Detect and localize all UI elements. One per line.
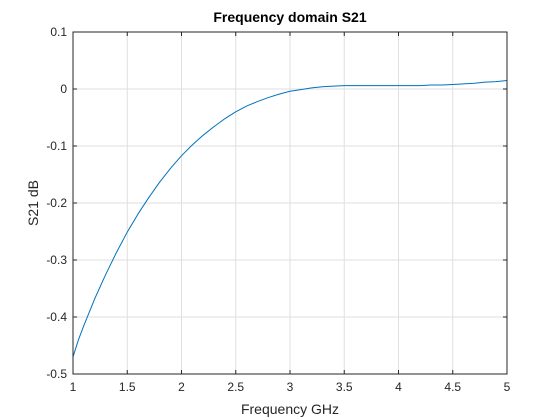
y-axis-title: S21 dB (25, 180, 41, 226)
x-tick-label: 1 (70, 380, 77, 394)
x-tick-label: 3.5 (336, 380, 353, 394)
series-layer (72, 79, 508, 358)
y-tick-label: -0.1 (46, 139, 67, 153)
y-tick-label: -0.4 (46, 310, 67, 324)
x-tick-label: 4 (395, 380, 402, 394)
x-tick-label: 5 (504, 380, 511, 394)
x-axis-title: Frequency GHz (241, 401, 339, 417)
tick-labels: 1 1.5 2 2.5 3 3.5 4 4.5 5 -0.5 -0.4 -0.3 -0.2 -0.1 0 0.… (46, 25, 510, 394)
y-tick-label: 0 (60, 82, 67, 96)
x-tick-label: 2 (178, 380, 185, 394)
y-tick-label: -0.3 (46, 253, 67, 267)
y-tick-label: -0.2 (46, 196, 67, 210)
chart-title: Frequency domain S21 (213, 9, 366, 25)
y-tick-label: 0.1 (50, 25, 67, 39)
series-line (72, 79, 508, 358)
y-tick-label: -0.5 (46, 367, 67, 381)
x-tick-label: 1.5 (119, 380, 136, 394)
x-tick-label: 3 (287, 380, 294, 394)
x-tick-label: 2.5 (227, 380, 244, 394)
ticks (72, 31, 508, 375)
x-tick-label: 4.5 (444, 380, 461, 394)
